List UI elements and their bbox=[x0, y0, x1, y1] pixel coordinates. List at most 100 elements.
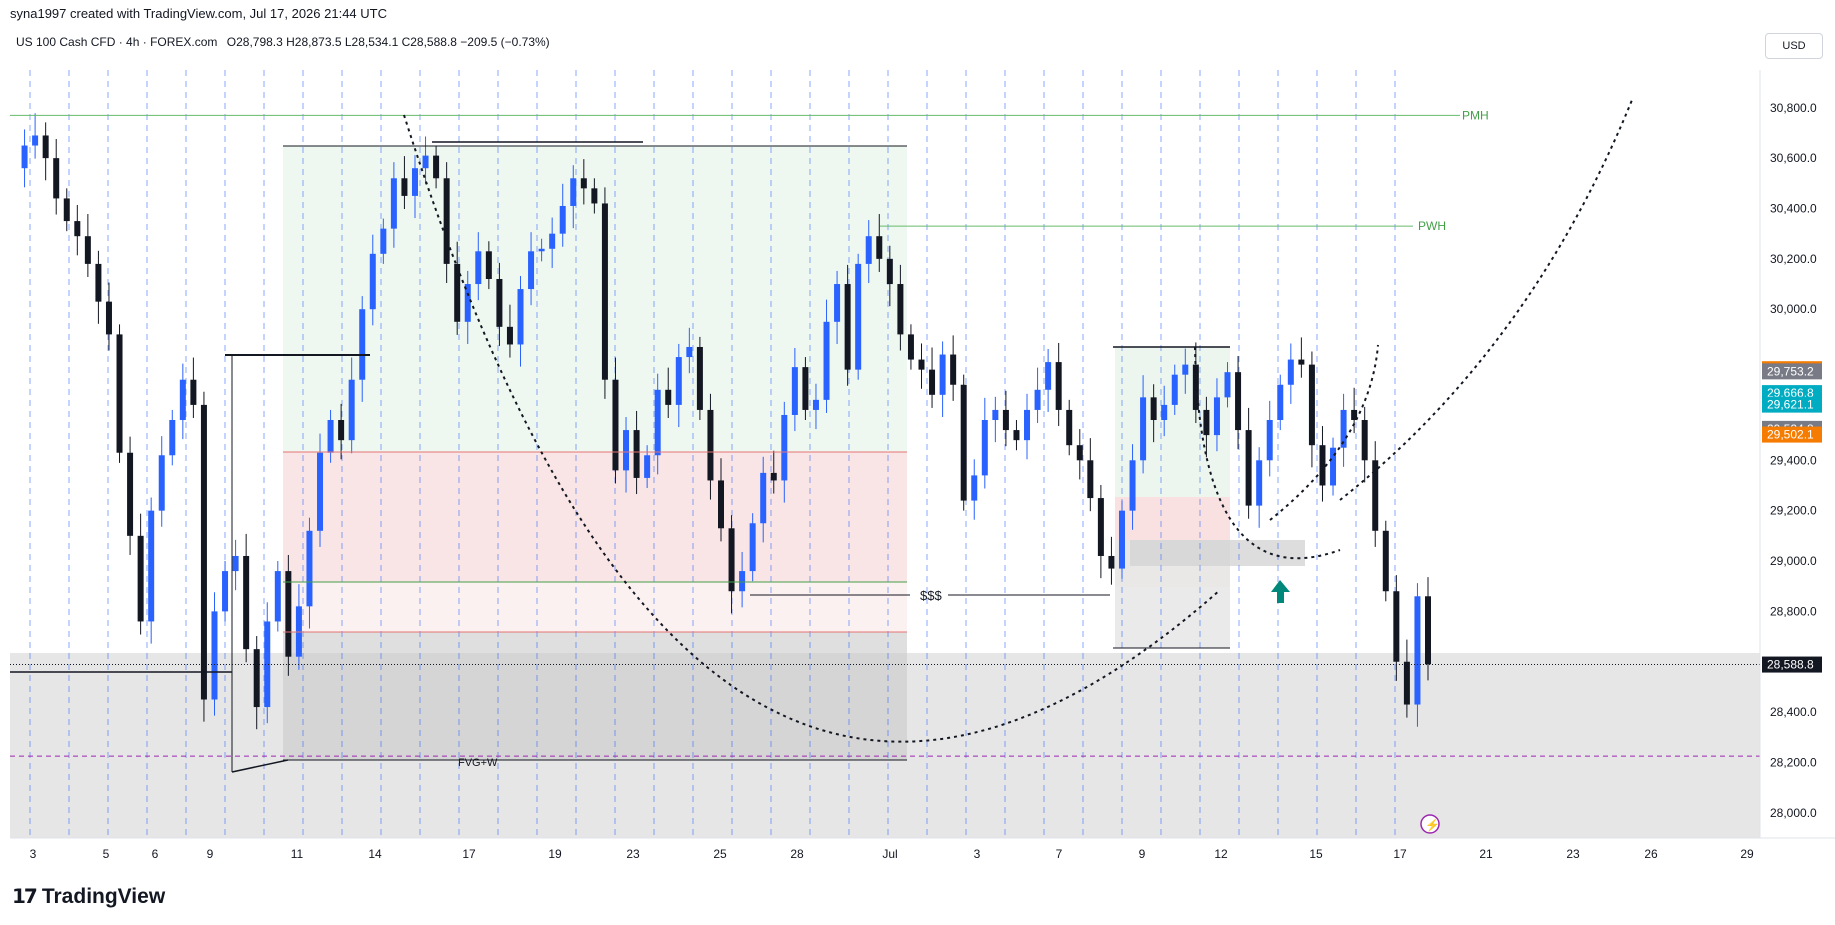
candle-body bbox=[781, 414, 788, 481]
candle-body bbox=[1351, 409, 1358, 421]
candle-body bbox=[1266, 420, 1273, 461]
candle-body bbox=[1203, 409, 1210, 436]
candle-body bbox=[1308, 364, 1315, 446]
candle-body bbox=[1414, 596, 1421, 705]
candle-body bbox=[211, 611, 218, 700]
time-tick-label: 25 bbox=[713, 847, 727, 861]
supply-zone-light bbox=[283, 582, 907, 632]
candle-body bbox=[559, 205, 566, 234]
time-tick-label: 14 bbox=[368, 847, 382, 861]
candle-body bbox=[21, 145, 28, 169]
candle-body bbox=[253, 649, 260, 708]
candle-body bbox=[42, 135, 49, 159]
candle-body bbox=[74, 221, 81, 237]
candle-body bbox=[528, 251, 535, 290]
candle-body bbox=[464, 284, 471, 322]
time-tick-label: 12 bbox=[1214, 847, 1228, 861]
candle-body bbox=[148, 510, 155, 622]
candle-body bbox=[1055, 362, 1062, 410]
candle-body bbox=[1393, 591, 1400, 662]
right-gray-box bbox=[1130, 540, 1305, 566]
candle-body bbox=[1287, 359, 1294, 385]
candle-body bbox=[53, 158, 60, 199]
candle-body bbox=[95, 263, 102, 302]
up-arrow-icon bbox=[1271, 580, 1290, 603]
candle-body bbox=[496, 278, 503, 327]
candle-body bbox=[739, 571, 746, 592]
time-tick-label: 15 bbox=[1309, 847, 1323, 861]
candle-body bbox=[950, 354, 957, 385]
candle-body bbox=[63, 198, 70, 222]
price-tick-label: 28,000.0 bbox=[1770, 806, 1817, 820]
candle-body bbox=[760, 472, 767, 524]
candle-body bbox=[306, 530, 313, 607]
session-lines bbox=[29, 70, 1396, 838]
candle-body bbox=[1213, 397, 1220, 436]
price-tag bbox=[1762, 426, 1822, 443]
currency-button[interactable]: USD bbox=[1765, 33, 1823, 59]
candle-body bbox=[200, 404, 207, 700]
candle-body bbox=[812, 399, 819, 410]
candle-body bbox=[675, 357, 682, 405]
candle-body bbox=[633, 430, 640, 478]
pwh-label: PWH bbox=[1418, 219, 1446, 233]
candle-body bbox=[359, 309, 366, 380]
candle-body bbox=[327, 420, 334, 453]
candle-body bbox=[517, 289, 524, 345]
price-tag-label: 29,621.1 bbox=[1767, 398, 1814, 412]
price-tag-label: 28,588.8 bbox=[1767, 658, 1814, 672]
candle-body bbox=[707, 409, 714, 481]
candle-body bbox=[84, 236, 91, 264]
candle-body bbox=[485, 251, 492, 279]
candle-body bbox=[475, 251, 482, 285]
time-tick-label: 9 bbox=[1139, 847, 1146, 861]
candle-body bbox=[1340, 409, 1347, 448]
candle-body bbox=[222, 571, 229, 612]
candle-body bbox=[158, 455, 165, 511]
candle-body bbox=[1045, 362, 1052, 390]
price-tag-label: 29,666.8 bbox=[1767, 386, 1814, 400]
candle-body bbox=[1034, 389, 1041, 410]
time-axis[interactable]: 3 5 6 9 11 14 17 19 23 25 28 Jul 3 7 9 12 15 17 21 23 26 29 bbox=[30, 847, 1754, 861]
time-tick-label: 23 bbox=[626, 847, 640, 861]
candle-body bbox=[929, 369, 936, 395]
candle-body bbox=[1256, 460, 1263, 506]
candle-body bbox=[232, 555, 239, 572]
time-tick-label: 17 bbox=[1393, 847, 1407, 861]
fvg-label: FVG+W bbox=[458, 757, 498, 769]
time-tick-label: 29 bbox=[1740, 847, 1754, 861]
candle-body bbox=[834, 284, 841, 322]
timeframe[interactable]: 4h bbox=[126, 35, 140, 49]
candle-body bbox=[749, 523, 756, 572]
candle-body bbox=[1097, 498, 1104, 556]
broker-name: FOREX.com bbox=[150, 35, 218, 49]
candle-body bbox=[411, 168, 418, 196]
candle-body bbox=[855, 263, 862, 370]
price-axis[interactable]: 30,800.0 30,600.0 30,400.0 30,200.0 30,000.0… bbox=[1770, 101, 1817, 820]
candle-body bbox=[886, 258, 893, 285]
candle-body bbox=[443, 178, 450, 264]
candle-body bbox=[1171, 374, 1178, 405]
candle-body bbox=[169, 420, 176, 456]
tradingview-logo[interactable]: 𝟭𝟳 TradingView bbox=[12, 884, 165, 909]
candle-body bbox=[696, 346, 703, 410]
candle-body bbox=[1066, 409, 1073, 446]
pmh-label: PMH bbox=[1462, 108, 1489, 122]
candle-body bbox=[1224, 372, 1231, 398]
price-tag-label: 29,502.1 bbox=[1767, 428, 1814, 442]
fvg-zone bbox=[283, 632, 907, 760]
lightning-icon[interactable] bbox=[1420, 814, 1440, 834]
candle-body bbox=[992, 409, 999, 421]
candle-body bbox=[1118, 510, 1125, 569]
candle-body bbox=[1087, 460, 1094, 499]
candle-body bbox=[1403, 661, 1410, 705]
candle-body bbox=[1192, 364, 1199, 410]
symbol-name[interactable]: US 100 Cash CFD bbox=[16, 35, 116, 49]
price-tag bbox=[1762, 656, 1822, 673]
time-tick-label: 5 bbox=[103, 847, 110, 861]
time-tick-label: 3 bbox=[974, 847, 981, 861]
candle-body bbox=[338, 420, 345, 441]
candle-body bbox=[1372, 460, 1379, 531]
candle-body bbox=[1361, 420, 1368, 461]
